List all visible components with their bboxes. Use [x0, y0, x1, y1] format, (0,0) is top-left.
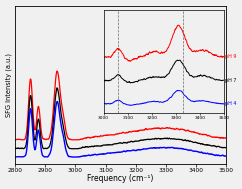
Y-axis label: SFG Intensity (a.u.): SFG Intensity (a.u.)	[6, 53, 12, 117]
X-axis label: Frequency (cm⁻¹): Frequency (cm⁻¹)	[87, 174, 154, 184]
